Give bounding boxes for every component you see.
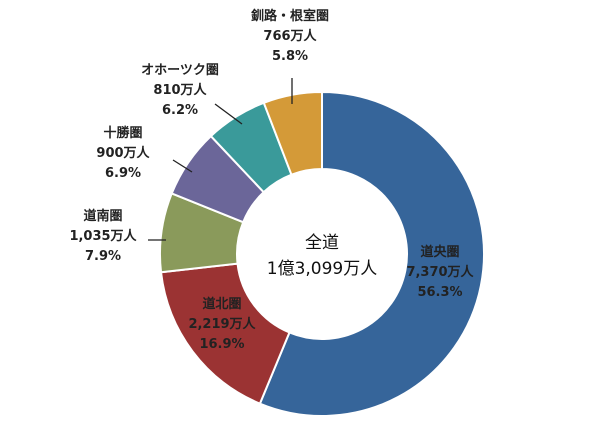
slice-4-leader-line	[172, 159, 193, 173]
slice-1	[258, 90, 486, 417]
slice-3-label-value: 1,035万人	[69, 228, 137, 244]
slice-4-label-value: 900万人	[96, 145, 150, 161]
slice-6	[262, 90, 323, 176]
slices-group	[159, 90, 486, 417]
center-label-line-2: 1億3,099万人	[267, 259, 377, 279]
slice-3-label-name: 道南圏	[83, 208, 122, 224]
slice-4-label-percent: 6.9%	[105, 166, 141, 181]
slice-1-label-value: 7,370万人	[406, 264, 474, 280]
slice-4-label-name: 十勝圏	[103, 125, 142, 141]
slice-2-label-percent: 16.9%	[199, 337, 244, 352]
slice-3-label-percent: 7.9%	[85, 249, 121, 264]
slice-5-leader-line	[214, 103, 243, 125]
slice-2-label-value: 2,219万人	[188, 316, 256, 332]
slice-2-label-name: 道北圏	[202, 296, 241, 312]
center-label-line-1: 全道	[305, 233, 339, 253]
leader-lines	[148, 78, 293, 241]
slice-6-label-value: 766万人	[263, 28, 317, 44]
slice-2	[159, 262, 291, 405]
slice-1-label-name: 道央圏	[420, 244, 459, 260]
slice-5-label-value: 810万人	[153, 82, 207, 98]
slice-6-label-percent: 5.8%	[272, 49, 308, 64]
slice-5-label-name: オホーツク圏	[141, 63, 219, 78]
slice-5-label-percent: 6.2%	[162, 103, 198, 118]
slice-6-label-name: 釧路・根室圏	[251, 8, 329, 24]
slice-labels: 道央圏 7,370万人 56.3% 道北圏 2,219万人 16.9% 道南圏 1,035万人…	[69, 8, 474, 352]
slice-1-label-percent: 56.3%	[417, 285, 462, 300]
